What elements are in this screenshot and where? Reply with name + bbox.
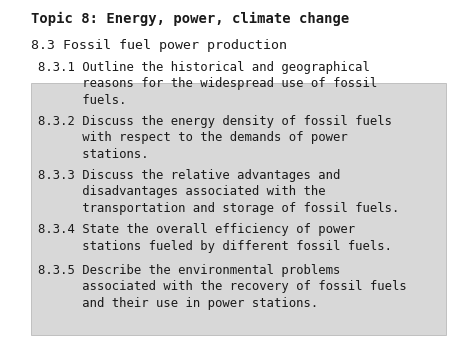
Text: 8.3 Fossil fuel power production: 8.3 Fossil fuel power production [31,39,287,52]
Text: 8.3.3 Discuss the relative advantages and
      disadvantages associated with th: 8.3.3 Discuss the relative advantages an… [38,169,400,215]
Text: 8.3.5 Describe the environmental problems
      associated with the recovery of : 8.3.5 Describe the environmental problem… [38,264,407,310]
Bar [31,83,446,335]
Text: 8.3.1 Outline the historical and geographical
      reasons for the widespread u: 8.3.1 Outline the historical and geograp… [38,61,378,107]
Text: 8.3.4 State the overall efficiency of power
      stations fueled by different f: 8.3.4 State the overall efficiency of po… [38,223,392,252]
Text: Topic 8: Energy, power, climate change: Topic 8: Energy, power, climate change [31,12,349,26]
Text: 8.3.2 Discuss the energy density of fossil fuels
      with respect to the deman: 8.3.2 Discuss the energy density of foss… [38,115,392,161]
